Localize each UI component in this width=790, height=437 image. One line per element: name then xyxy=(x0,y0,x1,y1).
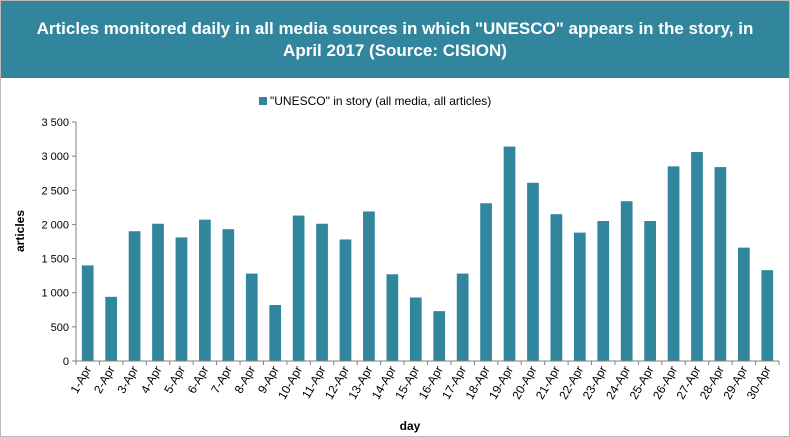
y-tick-label: 0 xyxy=(63,356,69,368)
y-axis-title: articles xyxy=(13,210,27,252)
y-tick-label: 500 xyxy=(51,322,69,334)
bar-11-Apr xyxy=(316,223,328,361)
bar-12-Apr xyxy=(339,239,352,361)
bar-14-Apr xyxy=(386,274,399,361)
bar-22-Apr xyxy=(573,232,586,361)
bar-18-Apr xyxy=(480,203,492,361)
bar-25-Apr xyxy=(644,221,656,361)
bar-15-Apr xyxy=(409,297,422,361)
x-tick-label: 4-Apr xyxy=(138,363,165,395)
bar-28-Apr xyxy=(714,167,727,361)
x-axis: 1-Apr2-Apr3-Apr4-Apr5-Apr6-Apr7-Apr8-Apr… xyxy=(68,361,780,402)
x-tick-label: 8-Apr xyxy=(232,363,259,395)
bar-16-Apr xyxy=(433,311,446,361)
x-tick-label: 6-Apr xyxy=(185,363,212,395)
bar-26-Apr xyxy=(667,166,680,361)
legend: "UNESCO" in story (all media, all articl… xyxy=(259,94,491,108)
bars xyxy=(81,146,774,361)
bar-3-Apr xyxy=(128,231,141,361)
bar-9-Apr xyxy=(269,305,282,361)
x-tick-label: 7-Apr xyxy=(208,363,235,395)
y-tick-label: 2 500 xyxy=(41,185,69,197)
bar-4-Apr xyxy=(152,223,164,361)
legend-swatch xyxy=(259,97,267,105)
bar-5-Apr xyxy=(175,237,188,361)
bar-23-Apr xyxy=(597,221,610,361)
bar-21-Apr xyxy=(550,214,563,361)
bar-30-Apr xyxy=(761,270,774,361)
bar-13-Apr xyxy=(363,211,375,361)
bar-7-Apr xyxy=(222,229,235,361)
bar-6-Apr xyxy=(199,219,211,361)
chart-title: Articles monitored daily in all media so… xyxy=(36,18,754,60)
bar-24-Apr xyxy=(620,201,633,361)
bar-8-Apr xyxy=(245,273,258,361)
y-tick-label: 1 000 xyxy=(41,288,69,300)
y-tick-label: 2 000 xyxy=(41,219,69,231)
x-tick-label: 3-Apr xyxy=(114,363,141,395)
bar-20-Apr xyxy=(527,182,539,361)
bar-27-Apr xyxy=(691,152,703,361)
bar-2-Apr xyxy=(105,296,118,361)
legend-label: "UNESCO" in story (all media, all articl… xyxy=(270,94,491,108)
bar-17-Apr xyxy=(456,273,469,361)
y-tick-label: 3 000 xyxy=(41,151,69,163)
x-tick-label: 1-Apr xyxy=(68,363,95,395)
y-tick-label: 1 500 xyxy=(41,254,69,266)
chart-title-band: Articles monitored daily in all media so… xyxy=(1,1,789,78)
bar-10-Apr xyxy=(292,215,305,361)
x-tick-label: 5-Apr xyxy=(161,363,188,395)
x-axis-title: day xyxy=(400,419,421,433)
y-axis: 0 500 1 000 1 500 2 000 2 500 3 000 3 500 xyxy=(41,117,76,368)
x-tick-label: 2-Apr xyxy=(91,363,118,395)
bar-29-Apr xyxy=(737,247,750,361)
y-tick-label: 3 500 xyxy=(41,117,69,129)
bar-19-Apr xyxy=(503,146,516,361)
bar-1-Apr xyxy=(81,265,94,361)
